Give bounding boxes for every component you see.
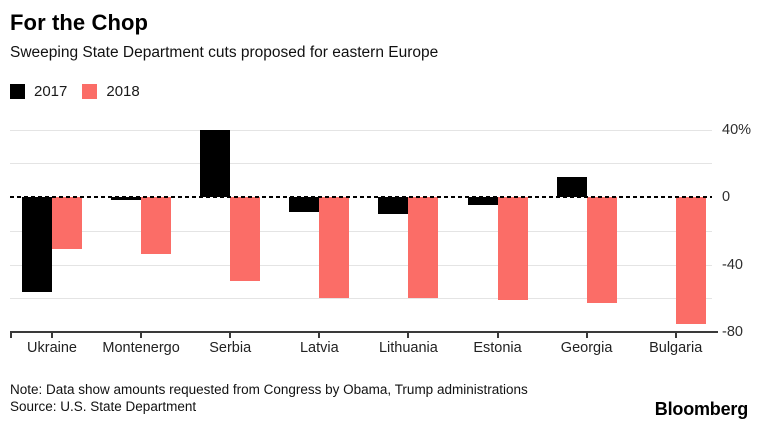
x-label-ukraine: Ukraine <box>27 340 77 356</box>
x-tick-georgia <box>585 332 588 338</box>
y-label-40%: 40% <box>722 121 752 138</box>
bar-2018-estonia <box>497 197 528 300</box>
bloomberg-logo: Bloomberg <box>654 399 748 419</box>
bar-2017-latvia <box>289 197 320 213</box>
bar-2017-montenergo <box>111 197 142 201</box>
gridline--60 <box>10 298 712 300</box>
bar-2018-latvia <box>319 197 350 299</box>
bar-2018-bulgaria <box>675 197 706 324</box>
y-label--40: -40 <box>722 256 743 273</box>
legend-swatch-2018 <box>82 84 98 99</box>
x-label-serbia: Serbia <box>209 340 252 356</box>
bar-2018-montenergo <box>141 197 172 255</box>
note-text: Note: Data show amounts requested from C… <box>10 382 528 397</box>
x-label-lithuania: Lithuania <box>378 340 438 356</box>
legend: 2017 2018 <box>10 83 155 100</box>
x-label-latvia: Latvia <box>299 340 339 356</box>
gridline-40 <box>10 129 712 131</box>
y-label-0: 0 <box>722 189 731 205</box>
bar-2018-ukraine <box>52 197 82 250</box>
x-label-estonia: Estonia <box>473 340 522 356</box>
x-tick-latvia <box>318 332 321 338</box>
x-label-bulgaria: Bulgaria <box>649 340 703 356</box>
bar-2017-serbia <box>200 129 231 197</box>
gridline-20 <box>10 163 712 165</box>
bar-2018-georgia <box>586 197 617 304</box>
legend-label-2018: 2018 <box>106 83 140 100</box>
x-tick-bulgaria <box>674 332 677 338</box>
x-label-montenergo: Montenergo <box>102 340 180 356</box>
legend-swatch-2017 <box>10 84 25 99</box>
x-tick-ukraine <box>51 332 53 338</box>
gridline--20 <box>10 230 712 232</box>
bar-2018-serbia <box>230 197 261 282</box>
legend-label-2017: 2017 <box>34 83 68 100</box>
zero-baseline <box>10 196 712 198</box>
chart-subtitle: Sweeping State Department cuts proposed … <box>10 44 439 61</box>
bar-2017-georgia <box>556 176 587 198</box>
x-tick-lithuania <box>407 332 410 338</box>
legend-item-2018: 2018 <box>82 83 140 100</box>
bar-2017-estonia <box>467 197 498 206</box>
y-label--80: -80 <box>722 324 743 340</box>
x-axis-line <box>10 331 718 333</box>
x-tick-serbia <box>229 332 232 338</box>
x-tick-montenergo <box>140 332 143 338</box>
bar-2017-lithuania <box>378 197 409 214</box>
axis-start-tick <box>10 332 12 338</box>
chart-title: For the Chop <box>10 10 149 35</box>
legend-item-2017: 2017 <box>10 83 67 100</box>
gridline--40 <box>10 264 712 266</box>
source-text: Source: U.S. State Department <box>10 399 197 414</box>
bar-2018-lithuania <box>408 197 439 299</box>
bar-2017-ukraine <box>22 197 52 292</box>
x-tick-estonia <box>496 332 499 338</box>
x-label-georgia: Georgia <box>560 340 613 356</box>
